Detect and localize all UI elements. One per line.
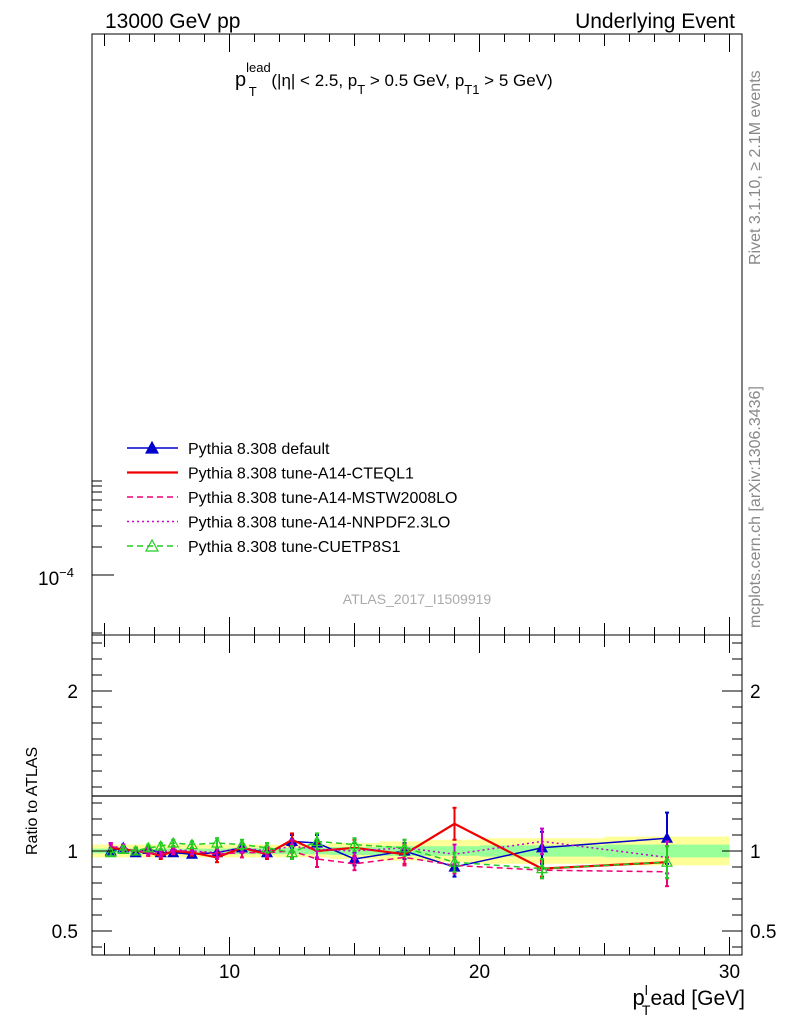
data-point [129,844,142,856]
ratio-y-tick-label-right: 0.5 [750,922,776,943]
upper-y-ticks [92,480,114,634]
ratio-y-tick-label: 0.5 [52,922,78,943]
ratio-y-tick-label: 1 [67,842,78,863]
ratio-y-tick-label: 2 [67,682,78,703]
data-point [117,843,130,855]
ratio-x-tick-label: 20 [469,962,490,983]
band-inner [179,848,230,854]
data-point [154,839,167,851]
ratio-x-tick-label: 10 [219,962,240,983]
x-axis-label: pl Tead [GeV] [633,982,746,1018]
ratio-panel-frame [91,634,743,956]
series-4 [104,832,674,880]
legend: Pythia 8.308 default Pythia 8.308 tune-A1… [127,440,457,556]
legend-label: Pythia 8.308 tune-A14-MSTW2008LO [188,490,457,507]
ratio-axes: 10 20 30 0.5 0.5 1 1 2 2 [52,635,776,983]
data-point [104,846,117,858]
header-left: 13000 GeV pp [105,10,240,33]
legend-marker [144,538,160,552]
legend-label: Pythia 8.308 tune-A14-NNPDF2.3LO [188,515,450,532]
mcplots-label: mcplots.cern.ch [arXiv:1306.3436] [747,386,764,628]
data-point [260,841,274,853]
data-point [185,838,199,850]
data-point [285,846,299,858]
main-title: plead T (|η| < 2.5, pT > 0.5 GeV, pT1 > 5… [235,60,553,99]
data-point [348,838,361,850]
data-point [310,835,324,847]
data-point [535,862,549,874]
upper-x-ticks [104,34,730,635]
ratio-x-tick-label: 30 [719,962,740,983]
ratio-y-tick-label-right: 1 [750,842,761,863]
ratio-y-tick-label-right: 2 [750,682,761,703]
ratio-series [104,806,674,888]
data-point [210,836,224,848]
watermark: ATLAS_2017_I1509919 [343,591,492,607]
data-point [142,841,155,853]
legend-label: Pythia 8.308 tune-CUETP8S1 [188,539,401,556]
legend-label: Pythia 8.308 tune-A14-CTEQL1 [188,466,414,483]
data-point [398,841,411,853]
legend-marker [144,440,160,454]
band-inner [279,847,330,855]
header-right: Underlying Event [575,10,735,33]
upper-ytick-label: 10−4 [38,565,74,590]
legend-label: Pythia 8.308 default [188,441,330,458]
data-point [235,838,249,850]
data-point [448,855,461,867]
rivet-label: Rivet 3.1.10, ≥ 2.1M events [747,70,764,265]
ratio-ylabel: Ratio to ATLAS [24,747,41,855]
data-point [167,836,180,848]
data-point [660,855,674,867]
